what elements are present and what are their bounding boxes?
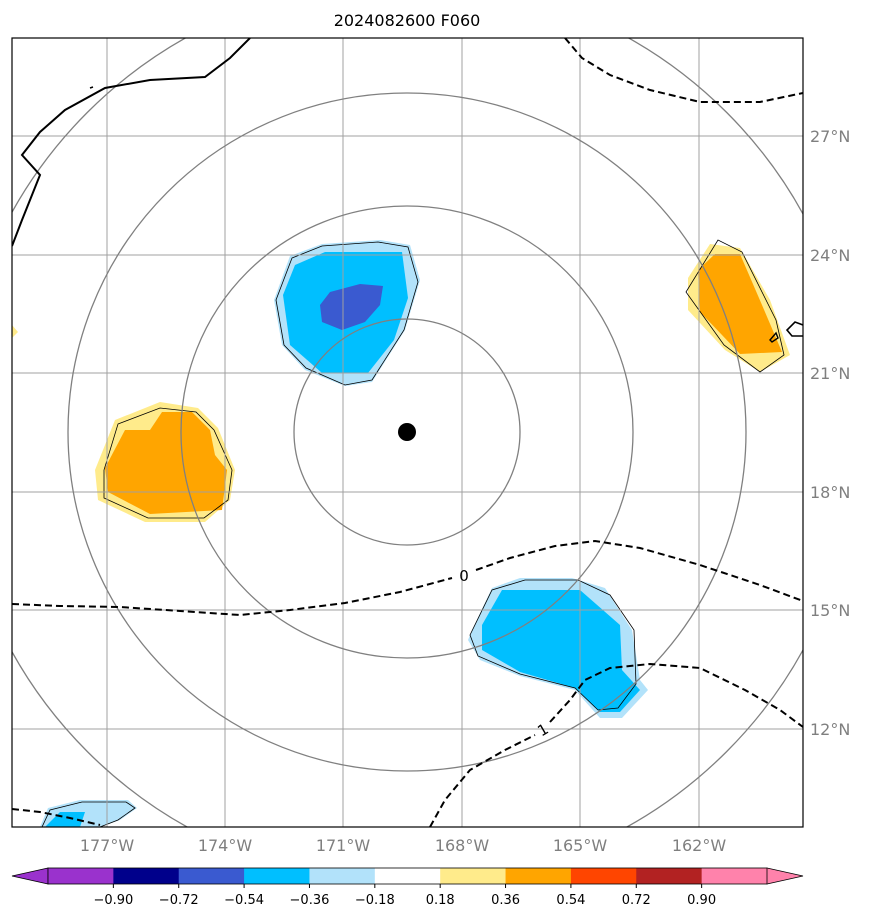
contour-label-zero: 0 [459, 567, 469, 585]
colorbar-tick-label: −0.36 [290, 893, 330, 908]
colorbar-segment-8 [505, 868, 572, 884]
colorbar-tick-label: 0.54 [556, 893, 585, 908]
colorbar-segment-5 [309, 868, 376, 884]
lat-label-18n: 18°N [810, 483, 850, 502]
coastline-dot [89, 86, 94, 89]
colorbar: −0.90 −0.72 −0.54 −0.36 −0.18 0.18 0.36 0.54 0.7… [11, 867, 804, 908]
lat-label-24n: 24°N [810, 246, 850, 265]
lon-label-168w: 168°W [435, 836, 490, 855]
lat-label-15n: 15°N [810, 601, 850, 620]
positive-patch-west-contour [103, 407, 233, 519]
contour-north-line [564, 38, 803, 103]
contour-southwest-line [12, 808, 101, 826]
colorbar-segment-10 [636, 868, 703, 884]
colorbar-segment-2 [113, 868, 180, 884]
island-east-small [769, 331, 779, 343]
colorbar-tick-label: −0.18 [355, 893, 395, 908]
colorbar-segment-4 [244, 868, 310, 884]
colorbar-segment-1 [48, 868, 114, 884]
positive-sliver-left [12, 325, 18, 338]
lon-label-165w: 165°W [553, 836, 608, 855]
colorbar-segment-6 [374, 868, 441, 884]
negative-patch-south-contour [469, 579, 637, 711]
colorbar-tick-label: 0.90 [687, 893, 716, 908]
colorbar-tick-marks [112, 884, 703, 888]
map-area: 0 1 [12, 38, 803, 827]
map-title: 2024082600 F060 [334, 11, 481, 30]
lat-label-21n: 21°N [810, 364, 850, 383]
range-ring-3 [67, 92, 747, 772]
range-ring-1 [293, 318, 521, 546]
range-rings [12, 38, 803, 827]
contour-one-line [429, 662, 803, 827]
colorbar-segment-9 [570, 868, 637, 884]
positive-patch-east-inner [698, 254, 782, 354]
dashed-contours [12, 38, 803, 827]
colorbar-tick-label: −0.90 [93, 893, 133, 908]
longitude-axis-labels: 177°W 174°W 171°W 168°W 165°W 162°W [80, 836, 727, 855]
colorbar-tick-label: −0.54 [224, 893, 264, 908]
colorbar-tick-label: 0.18 [426, 893, 455, 908]
negative-patch-southwest-contour [41, 801, 136, 827]
colorbar-tick-label: −0.72 [159, 893, 199, 908]
colorbar-tick-labels: −0.90 −0.72 −0.54 −0.36 −0.18 0.18 0.36 0.54 0.7… [93, 893, 716, 908]
colorbar-segment-7 [440, 868, 507, 884]
negative-patch-southwest-core [45, 812, 85, 827]
graticule [12, 38, 803, 827]
positive-patch-west-inner [105, 412, 227, 514]
positive-patch-east-contour [685, 239, 785, 373]
contour-zero-line [12, 539, 803, 617]
colorbar-extension-low [11, 867, 49, 885]
lon-label-171w: 171°W [316, 836, 371, 855]
storm-center-marker [398, 423, 416, 441]
colorbar-tick-label: 0.36 [491, 893, 520, 908]
lat-label-12n: 12°N [810, 720, 850, 739]
negative-patch-north-contour [275, 241, 419, 386]
coastlines [12, 38, 803, 343]
lon-label-162w: 162°W [672, 836, 727, 855]
island-east [785, 321, 803, 337]
lon-label-174w: 174°W [198, 836, 253, 855]
colorbar-extension-high [766, 867, 804, 885]
negative-patch-south-inner [482, 590, 640, 712]
range-ring-2 [180, 205, 634, 659]
colorbar-segment-3 [178, 868, 245, 884]
coastline-northwest [12, 38, 251, 247]
colorbar-segment-11 [701, 868, 768, 884]
map-frame [11, 37, 804, 828]
colorbar-tick-label: 0.72 [622, 893, 651, 908]
negative-patch-north-inner [320, 284, 383, 330]
colorbar-frame [47, 867, 768, 885]
lat-label-27n: 27°N [810, 127, 850, 146]
latitude-axis-labels: 27°N 24°N 21°N 18°N 15°N 12°N [810, 127, 850, 739]
lon-label-177w: 177°W [80, 836, 135, 855]
